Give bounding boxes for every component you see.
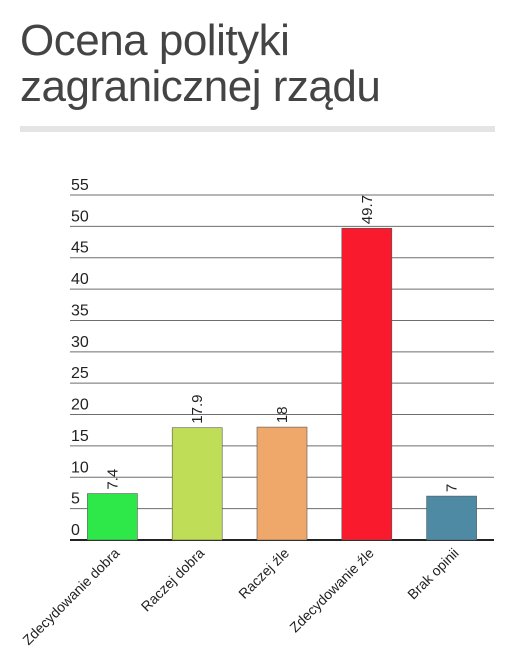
data-label: 7 <box>444 484 461 492</box>
y-tick-label: 15 <box>71 428 89 445</box>
y-tick-label: 10 <box>71 459 89 476</box>
title-divider <box>20 126 495 132</box>
x-tick-label: Raczej dobra <box>138 545 208 615</box>
chart-title: Ocena polityki zagranicznej rządu <box>20 16 381 111</box>
y-tick-label: 20 <box>71 397 89 414</box>
data-label: 18 <box>274 406 291 423</box>
data-label: 7.4 <box>104 469 121 490</box>
x-tick-label: Raczej źle <box>235 545 292 602</box>
x-tick-label: Brak opinii <box>404 545 462 603</box>
bar <box>341 227 393 541</box>
y-tick-label: 25 <box>71 365 89 382</box>
y-tick-label: 0 <box>71 522 80 539</box>
bar <box>171 427 223 541</box>
y-tick-label: 5 <box>71 491 80 508</box>
y-tick-label: 55 <box>71 177 89 194</box>
y-tick-label: 35 <box>71 302 89 319</box>
y-tick-label: 30 <box>71 334 89 351</box>
x-tick-label: Zdecydowanie dobra <box>19 545 122 648</box>
data-label: 49.7 <box>359 195 376 224</box>
bar <box>256 426 308 541</box>
bar <box>87 493 138 541</box>
y-tick-label: 40 <box>71 271 89 288</box>
bar <box>426 495 477 541</box>
y-tick-label: 45 <box>71 240 89 257</box>
data-label: 17.9 <box>189 395 206 424</box>
y-tick-label: 50 <box>71 208 89 225</box>
x-tick-label: Zdecydowanie źle <box>286 545 377 636</box>
